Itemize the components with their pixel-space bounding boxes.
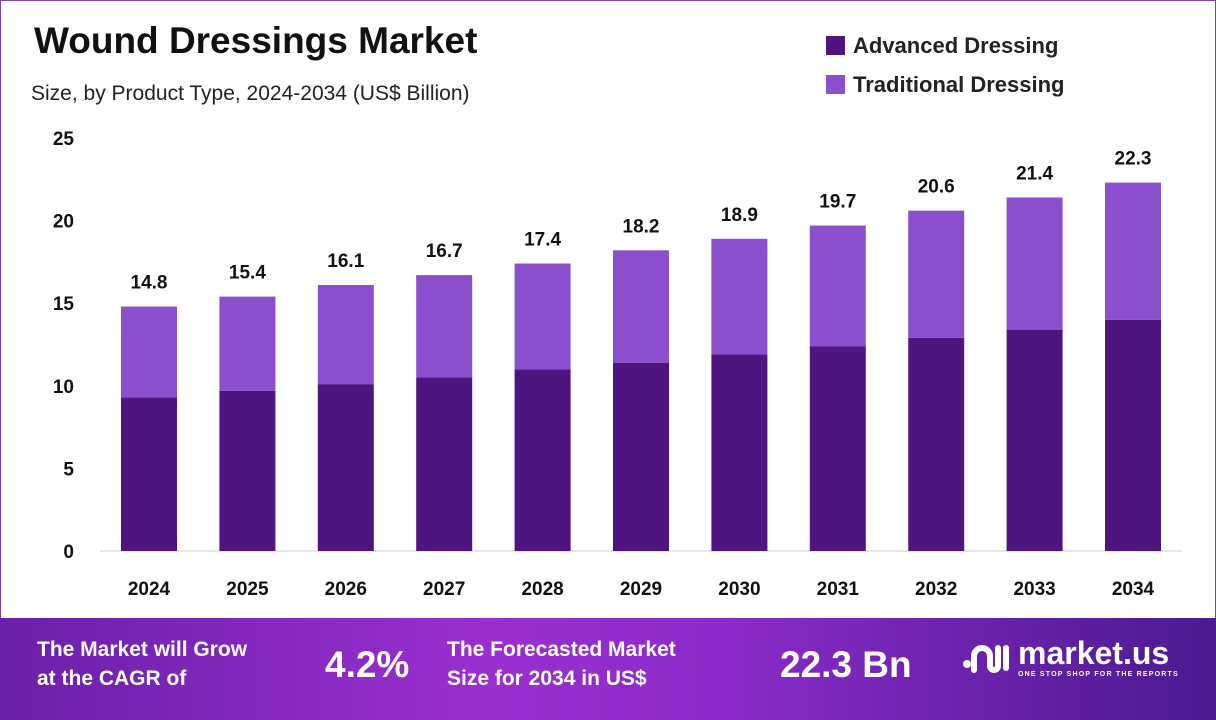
x-tick-label: 2029 — [620, 579, 662, 600]
y-tick-label: 15 — [53, 294, 75, 315]
data-label: 21.4 — [1016, 163, 1053, 184]
y-tick-label: 5 — [63, 459, 74, 480]
x-tick-label: 2031 — [817, 579, 860, 600]
bar-traditional-dressing — [416, 275, 473, 378]
cagr-label: The Market will Grow at the CAGR of — [37, 635, 247, 693]
legend-label: Advanced Dressing — [853, 32, 1059, 58]
bar-advanced-dressing — [809, 346, 866, 551]
x-tick-label: 2027 — [423, 579, 465, 600]
bar-advanced-dressing — [317, 384, 374, 551]
bar-traditional-dressing — [613, 250, 669, 363]
cagr-label-line1: The Market will Grow — [37, 638, 248, 661]
data-label: 18.9 — [721, 205, 758, 226]
data-label: 14.8 — [131, 273, 168, 294]
x-tick-label: 2026 — [325, 579, 367, 600]
forecast-label-line1: The Forecasted Market — [447, 638, 676, 661]
y-tick-label: 20 — [53, 212, 74, 233]
x-tick-label: 2028 — [521, 579, 563, 600]
chart-title: Wound Dressings Market — [34, 20, 478, 61]
y-tick-label: 25 — [53, 129, 75, 150]
x-tick-label: 2034 — [1112, 579, 1155, 600]
bar-advanced-dressing — [219, 390, 276, 551]
legend-swatch — [826, 36, 845, 55]
y-tick-label: 10 — [53, 377, 74, 398]
bar-advanced-dressing — [1006, 329, 1063, 551]
bar-traditional-dressing — [908, 210, 965, 338]
legend: Advanced Dressing Traditional Dressing — [826, 26, 1065, 104]
bar-traditional-dressing — [809, 225, 866, 347]
bar-traditional-dressing — [1006, 197, 1063, 330]
market-us-logo: market.us ONE STOP SHOP FOR THE REPORTS — [962, 636, 1179, 680]
forecast-label: The Forecasted Market Size for 2034 in U… — [447, 635, 676, 693]
data-label: 16.1 — [327, 251, 364, 272]
logo-tagline: ONE STOP SHOP FOR THE REPORTS — [1018, 671, 1179, 678]
bar-advanced-dressing — [514, 369, 571, 551]
bar-advanced-dressing — [121, 397, 177, 551]
x-tick-label: 2030 — [718, 579, 760, 600]
legend-swatch — [826, 75, 845, 94]
data-label: 16.7 — [426, 241, 463, 262]
x-tick-label: 2033 — [1013, 579, 1055, 600]
bar-traditional-dressing — [514, 263, 571, 370]
bar-advanced-dressing — [416, 377, 473, 551]
logo-name: market.us — [1018, 635, 1170, 671]
y-tick-label: 0 — [63, 542, 74, 563]
legend-item-traditional: Traditional Dressing — [826, 65, 1065, 104]
x-tick-label: 2025 — [226, 579, 269, 600]
data-label: 17.4 — [524, 230, 561, 251]
logo-icon — [963, 645, 1009, 673]
x-tick-label: 2024 — [128, 579, 171, 600]
chart-subtitle: Size, by Product Type, 2024-2034 (US$ Bi… — [31, 82, 470, 105]
bar-traditional-dressing — [1105, 182, 1161, 320]
legend-label: Traditional Dressing — [853, 71, 1065, 97]
legend-item-advanced: Advanced Dressing — [826, 26, 1065, 65]
bar-traditional-dressing — [317, 285, 374, 385]
footer-banner: The Market will Grow at the CAGR of 4.2%… — [0, 618, 1216, 720]
data-label: 19.7 — [819, 192, 856, 213]
data-label: 15.4 — [229, 263, 266, 284]
forecast-label-line2: Size for 2034 in US$ — [447, 667, 647, 690]
bar-traditional-dressing — [711, 238, 768, 355]
data-label: 22.3 — [1115, 149, 1152, 170]
bar-advanced-dressing — [711, 354, 768, 551]
bar-traditional-dressing — [121, 306, 177, 398]
bar-advanced-dressing — [613, 362, 669, 551]
bar-chart: 051015202514.8202415.4202516.1202616.720… — [53, 129, 1182, 600]
bar-traditional-dressing — [219, 296, 276, 391]
bar-advanced-dressing — [1105, 319, 1161, 551]
x-tick-label: 2032 — [915, 579, 957, 600]
data-label: 20.6 — [918, 177, 955, 198]
forecast-value: 22.3 Bn — [780, 644, 912, 685]
cagr-label-line2: at the CAGR of — [37, 667, 187, 690]
bar-advanced-dressing — [908, 337, 965, 551]
cagr-value: 4.2% — [325, 644, 410, 685]
data-label: 18.2 — [623, 216, 660, 237]
